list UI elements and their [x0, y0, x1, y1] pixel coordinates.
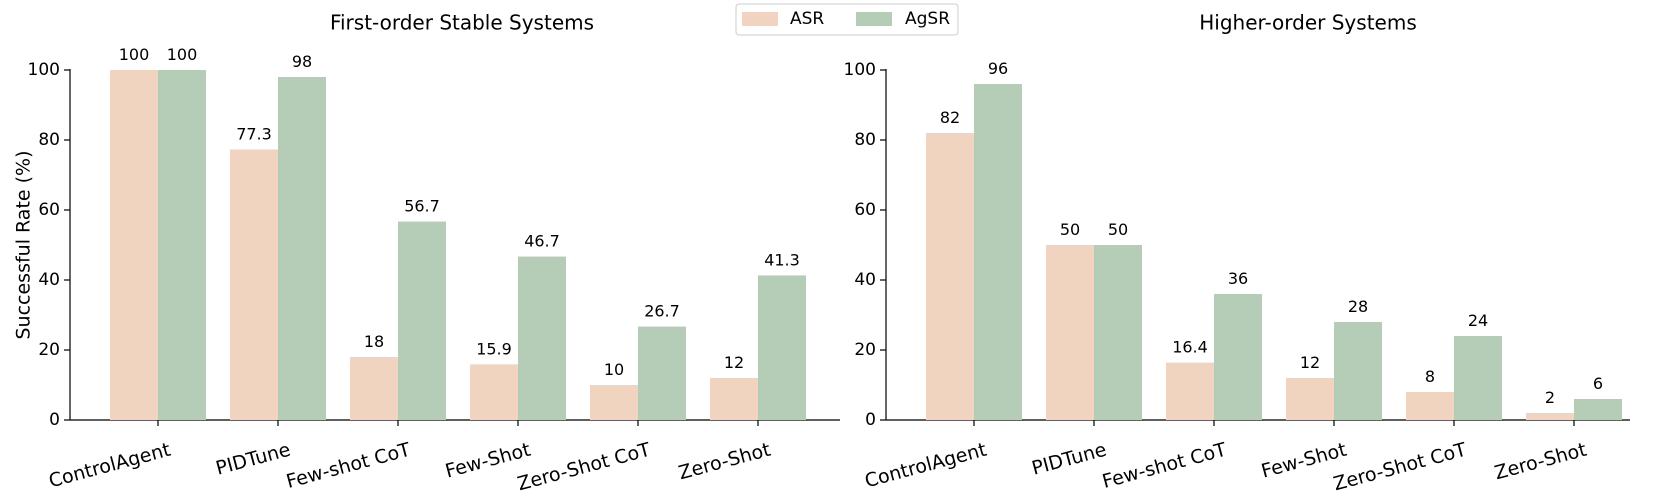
bar-asr-zero-shot-cot — [1406, 392, 1454, 420]
value-label-asr-few-shot: 15.9 — [476, 339, 512, 358]
value-label-agsr-zero-shot: 6 — [1593, 374, 1603, 393]
bar-asr-controlagent — [110, 70, 158, 420]
x-tick-label-controlagent: ControlAgent — [862, 439, 988, 493]
bar-agsr-zero-shot-cot — [638, 326, 686, 420]
bar-asr-zero-shot — [1526, 413, 1574, 420]
x-tick-label-pidtune: PIDTune — [214, 439, 293, 480]
y-tick-label: 60 — [38, 200, 60, 220]
chart-panel-first-order: First-order Stable Systems Successful Rat… — [13, 11, 840, 496]
chart-panel-higher-order: Higher-order Systems0204060801008296Cont… — [844, 11, 1630, 496]
bar-agsr-few-shot — [518, 256, 566, 420]
y-tick-label: 100 — [28, 60, 60, 80]
legend-swatch-agsr — [856, 12, 892, 26]
bar-agsr-controlagent — [158, 70, 206, 420]
value-label-agsr-pidtune: 50 — [1108, 220, 1128, 239]
value-label-asr-zero-shot: 2 — [1545, 388, 1555, 407]
bar-asr-zero-shot — [710, 378, 758, 420]
x-tick-label-zero-shot: Zero-Shot — [1492, 439, 1589, 485]
value-label-asr-controlagent: 100 — [119, 45, 150, 64]
value-label-agsr-zero-shot-cot: 26.7 — [644, 302, 680, 321]
y-tick-label: 0 — [865, 410, 876, 430]
value-label-asr-pidtune: 77.3 — [236, 124, 272, 143]
bar-asr-few-shot — [1286, 378, 1334, 420]
x-tick-label-few-shot-cot: Few-shot CoT — [284, 439, 413, 493]
bar-agsr-controlagent — [974, 84, 1022, 420]
y-tick-label: 60 — [854, 200, 876, 220]
value-label-agsr-zero-shot-cot: 24 — [1468, 311, 1488, 330]
legend: ASR AgSR — [735, 3, 959, 36]
bar-agsr-pidtune — [278, 77, 326, 420]
value-label-agsr-zero-shot: 41.3 — [764, 250, 800, 269]
value-label-agsr-few-shot-cot: 36 — [1228, 269, 1248, 288]
y-tick-label: 40 — [854, 270, 876, 290]
value-label-agsr-controlagent: 100 — [167, 45, 198, 64]
legend-swatch-asr — [742, 12, 778, 26]
value-label-asr-zero-shot-cot: 8 — [1425, 367, 1435, 386]
y-tick-label: 0 — [49, 410, 60, 430]
y-tick-label: 80 — [854, 130, 876, 150]
x-tick-label-zero-shot: Zero-Shot — [676, 439, 773, 485]
y-tick-label: 100 — [844, 60, 876, 80]
bar-agsr-zero-shot — [1574, 399, 1622, 420]
bar-agsr-pidtune — [1094, 245, 1142, 420]
y-tick-label: 20 — [854, 340, 876, 360]
bar-agsr-few-shot — [1334, 322, 1382, 420]
bar-asr-controlagent — [926, 133, 974, 420]
bar-asr-few-shot-cot — [1166, 362, 1214, 420]
x-tick-label-pidtune: PIDTune — [1030, 439, 1109, 480]
bar-agsr-few-shot-cot — [1214, 294, 1262, 420]
bar-asr-pidtune — [230, 149, 278, 420]
chart-title: First-order Stable Systems — [330, 11, 594, 35]
legend-label-agsr: AgSR — [905, 9, 950, 29]
x-tick-label-controlagent: ControlAgent — [46, 439, 172, 493]
value-label-asr-pidtune: 50 — [1060, 220, 1080, 239]
legend-box — [735, 3, 959, 36]
bar-asr-few-shot-cot — [350, 357, 398, 420]
chart-title: Higher-order Systems — [1199, 11, 1417, 35]
value-label-agsr-few-shot-cot: 56.7 — [404, 197, 440, 216]
value-label-asr-few-shot-cot: 18 — [364, 332, 384, 351]
value-label-asr-few-shot-cot: 16.4 — [1172, 338, 1208, 357]
y-axis-label: Successful Rate (%) — [13, 150, 35, 339]
bar-agsr-few-shot-cot — [398, 221, 446, 420]
y-tick-label: 80 — [38, 130, 60, 150]
value-label-agsr-pidtune: 98 — [292, 52, 312, 71]
x-tick-label-zero-shot-cot: Zero-Shot CoT — [1331, 439, 1469, 496]
y-tick-label: 20 — [38, 340, 60, 360]
x-tick-label-few-shot-cot: Few-shot CoT — [1100, 439, 1229, 493]
value-label-asr-few-shot: 12 — [1300, 353, 1320, 372]
legend-label-asr: ASR — [790, 9, 824, 29]
y-tick-label: 40 — [38, 270, 60, 290]
bar-asr-pidtune — [1046, 245, 1094, 420]
bar-asr-zero-shot-cot — [590, 385, 638, 420]
value-label-agsr-few-shot: 46.7 — [524, 232, 560, 251]
bar-agsr-zero-shot-cot — [1454, 336, 1502, 420]
value-label-agsr-few-shot: 28 — [1348, 297, 1368, 316]
bar-agsr-zero-shot — [758, 275, 806, 420]
value-label-asr-zero-shot-cot: 10 — [604, 360, 624, 379]
value-label-asr-zero-shot: 12 — [724, 353, 744, 372]
bar-asr-few-shot — [470, 364, 518, 420]
value-label-asr-controlagent: 82 — [940, 108, 960, 127]
value-label-agsr-controlagent: 96 — [988, 59, 1008, 78]
x-tick-label-zero-shot-cot: Zero-Shot CoT — [515, 439, 653, 496]
